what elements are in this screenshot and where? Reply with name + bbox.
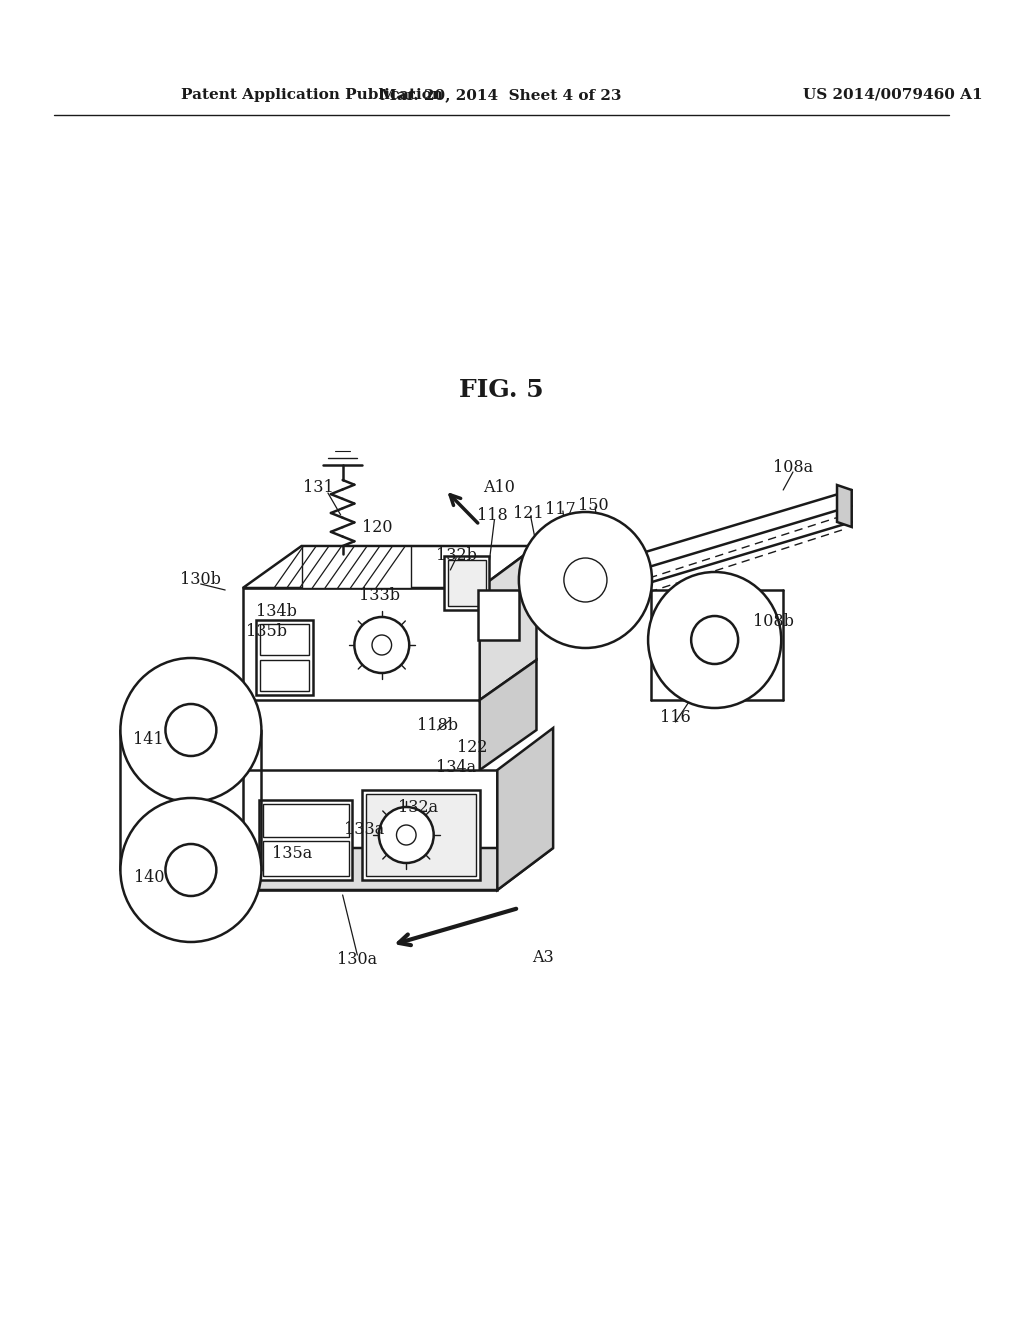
Text: 120: 120 bbox=[361, 520, 392, 536]
Text: 108b: 108b bbox=[753, 614, 794, 631]
Circle shape bbox=[379, 807, 434, 863]
Circle shape bbox=[166, 843, 216, 896]
Text: 134a: 134a bbox=[436, 759, 476, 776]
Polygon shape bbox=[259, 800, 352, 880]
Circle shape bbox=[691, 616, 738, 664]
Polygon shape bbox=[444, 556, 489, 610]
Polygon shape bbox=[263, 841, 348, 876]
Text: 131: 131 bbox=[303, 479, 334, 496]
Polygon shape bbox=[243, 770, 498, 890]
Polygon shape bbox=[243, 847, 553, 890]
Text: 116: 116 bbox=[660, 710, 691, 726]
Text: 122: 122 bbox=[457, 739, 487, 756]
Polygon shape bbox=[498, 729, 553, 890]
Polygon shape bbox=[449, 560, 485, 606]
Polygon shape bbox=[362, 789, 479, 880]
Text: A10: A10 bbox=[483, 479, 515, 495]
Text: 132a: 132a bbox=[398, 800, 438, 817]
Text: 121: 121 bbox=[513, 504, 544, 521]
Polygon shape bbox=[837, 484, 852, 527]
Text: 130b: 130b bbox=[180, 572, 221, 589]
Text: 132b: 132b bbox=[436, 546, 476, 564]
Text: Mar. 20, 2014  Sheet 4 of 23: Mar. 20, 2014 Sheet 4 of 23 bbox=[381, 88, 622, 102]
Text: 134b: 134b bbox=[256, 603, 297, 620]
Polygon shape bbox=[243, 587, 479, 700]
Circle shape bbox=[354, 616, 410, 673]
Circle shape bbox=[372, 635, 391, 655]
Text: A3: A3 bbox=[532, 949, 554, 966]
Text: 140: 140 bbox=[133, 870, 164, 887]
Polygon shape bbox=[479, 546, 537, 700]
Text: 135b: 135b bbox=[246, 623, 287, 640]
Circle shape bbox=[121, 657, 261, 803]
Text: 135a: 135a bbox=[271, 846, 312, 862]
Polygon shape bbox=[260, 624, 309, 655]
Text: FIG. 5: FIG. 5 bbox=[459, 378, 544, 403]
Polygon shape bbox=[263, 804, 348, 837]
Text: 117: 117 bbox=[545, 500, 575, 517]
Text: 130a: 130a bbox=[337, 952, 378, 969]
Polygon shape bbox=[479, 660, 537, 770]
Circle shape bbox=[519, 512, 652, 648]
Circle shape bbox=[564, 558, 607, 602]
Text: 133a: 133a bbox=[344, 821, 384, 838]
Polygon shape bbox=[301, 546, 412, 587]
Text: 108a: 108a bbox=[773, 459, 813, 477]
Text: 141: 141 bbox=[133, 731, 164, 748]
Text: 150: 150 bbox=[578, 496, 608, 513]
Polygon shape bbox=[256, 620, 313, 696]
Polygon shape bbox=[243, 546, 537, 587]
Text: 118b: 118b bbox=[417, 718, 458, 734]
Text: 133b: 133b bbox=[359, 587, 400, 605]
Circle shape bbox=[648, 572, 781, 708]
Circle shape bbox=[396, 825, 416, 845]
Text: 118: 118 bbox=[477, 507, 508, 524]
Polygon shape bbox=[367, 795, 476, 876]
Text: Patent Application Publication: Patent Application Publication bbox=[181, 88, 443, 102]
Circle shape bbox=[121, 799, 261, 942]
Circle shape bbox=[166, 704, 216, 756]
Text: US 2014/0079460 A1: US 2014/0079460 A1 bbox=[803, 88, 982, 102]
Polygon shape bbox=[478, 590, 519, 640]
Polygon shape bbox=[260, 660, 309, 690]
